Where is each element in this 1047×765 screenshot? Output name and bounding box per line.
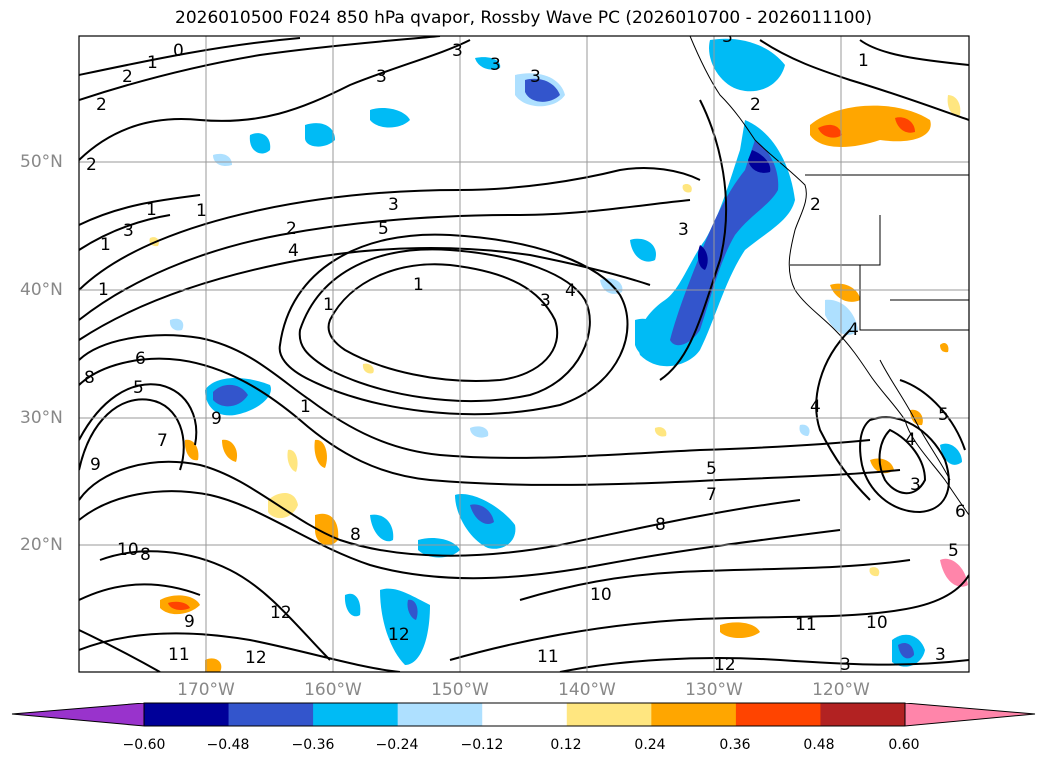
contour-label: 12 <box>270 603 292 623</box>
contour-label: 4 <box>288 241 299 261</box>
contour-label: 5 <box>378 219 389 239</box>
colorbar-tick: −0.36 <box>291 737 335 753</box>
lat-label: 20°N <box>20 535 63 555</box>
contour-labels: 0 1 2 2 3 3 3 3 3 1 2 2 3 5 4 1 1 2 3 4 … <box>84 27 966 675</box>
lon-label: 150°W <box>431 680 489 700</box>
colorbar-tick: 0.60 <box>888 737 920 753</box>
contour-label: 9 <box>90 455 101 475</box>
contour-label: 10 <box>590 585 612 605</box>
contour-label: 3 <box>840 655 851 675</box>
contour-label: 4 <box>848 320 859 340</box>
contour-label: 2 <box>96 95 107 115</box>
contour-label: 3 <box>123 221 134 241</box>
contour-label: 2 <box>122 67 133 87</box>
contour-label: 11 <box>168 645 190 665</box>
contour-label: 8 <box>84 368 95 388</box>
colorbar-segment <box>735 703 821 726</box>
colorbar-segment <box>313 703 399 726</box>
contour-label: 7 <box>157 431 168 451</box>
graticule <box>79 36 969 672</box>
contour-label: 0 <box>173 41 184 61</box>
colorbar-tick: −0.60 <box>122 737 166 753</box>
contour-label: 7 <box>706 485 717 505</box>
contour-label: 11 <box>795 615 817 635</box>
contour-label: 5 <box>133 378 144 398</box>
contour-label: 8 <box>350 525 361 545</box>
lat-label: 40°N <box>20 280 63 300</box>
contour-label: 3 <box>722 27 733 47</box>
contour-label: 1 <box>147 53 158 73</box>
contour-label: 2 <box>810 195 821 215</box>
contour-label: 3 <box>540 291 551 311</box>
colorbar-tick: 0.36 <box>719 737 751 753</box>
colorbar-segment <box>566 703 652 726</box>
contour-label: 6 <box>135 349 146 369</box>
contour-label: 3 <box>678 220 689 240</box>
colorbar-segment <box>820 703 906 726</box>
colorbar-tick: 0.12 <box>550 737 582 753</box>
contour-label: 10 <box>117 540 139 560</box>
contour-label: 1 <box>300 397 311 417</box>
contour-label: 3 <box>376 67 387 87</box>
contour-label: 1 <box>196 201 207 221</box>
contour-label: 4 <box>905 430 916 450</box>
contour-label: 2 <box>286 219 297 239</box>
contour-label: 3 <box>490 55 501 75</box>
contour-label: 3 <box>530 67 541 87</box>
colorbar-segment <box>144 703 230 726</box>
contour-label: 4 <box>565 281 576 301</box>
lat-label: 50°N <box>20 152 63 172</box>
colorbar-tick: −0.24 <box>375 737 419 753</box>
contour-label: 3 <box>388 195 399 215</box>
contour-label: 1 <box>100 235 111 255</box>
contour-label: 1 <box>323 295 334 315</box>
contour-label: 2 <box>750 95 761 115</box>
colorbar-segment <box>228 703 314 726</box>
contour-label: 1 <box>98 280 109 300</box>
colorbar-extend-low <box>12 703 144 726</box>
contour-label: 3 <box>452 41 463 61</box>
colorbar-extend-high <box>905 703 1035 726</box>
contour-label: 5 <box>706 459 717 479</box>
contour-label: 3 <box>910 475 921 495</box>
plot-frame <box>78 35 970 673</box>
contour-label: 9 <box>184 612 195 632</box>
contour-label: 12 <box>245 648 267 668</box>
contour-label: 5 <box>938 405 949 425</box>
contour-label: 10 <box>866 613 888 633</box>
contour-label: 1 <box>146 200 157 220</box>
colorbar-tick: −0.12 <box>460 737 504 753</box>
contour-label: 2 <box>86 155 97 175</box>
contour-label: 6 <box>955 502 966 522</box>
lon-label: 140°W <box>558 680 616 700</box>
lon-label: 120°W <box>812 680 870 700</box>
colorbar-segment <box>482 703 568 726</box>
contour-label: 5 <box>948 541 959 561</box>
contour-label: 4 <box>810 397 821 417</box>
lon-label: 170°W <box>177 680 235 700</box>
contour-label: 1 <box>858 51 869 71</box>
map-title: 2026010500 F024 850 hPa qvapor, Rossby W… <box>175 8 872 28</box>
contour-label: 8 <box>140 545 151 565</box>
contour-label: 8 <box>655 515 666 535</box>
contour-label: 3 <box>935 645 946 665</box>
colorbar-tick: 0.24 <box>634 737 666 753</box>
contour-label: 11 <box>537 647 559 667</box>
contour-label: 9 <box>211 409 222 429</box>
colorbar <box>11 702 1036 727</box>
lon-label: 160°W <box>304 680 362 700</box>
lon-label: 130°W <box>685 680 743 700</box>
contour-label: 1 <box>413 275 424 295</box>
colorbar-segment <box>651 703 737 726</box>
colorbar-segment <box>397 703 483 726</box>
shaded-anomalies <box>149 38 968 672</box>
contour-label: 12 <box>388 625 410 645</box>
colorbar-tick: 0.48 <box>803 737 835 753</box>
lat-label: 30°N <box>20 408 63 428</box>
colorbar-tick: −0.48 <box>206 737 250 753</box>
contour-label: 12 <box>714 655 736 675</box>
